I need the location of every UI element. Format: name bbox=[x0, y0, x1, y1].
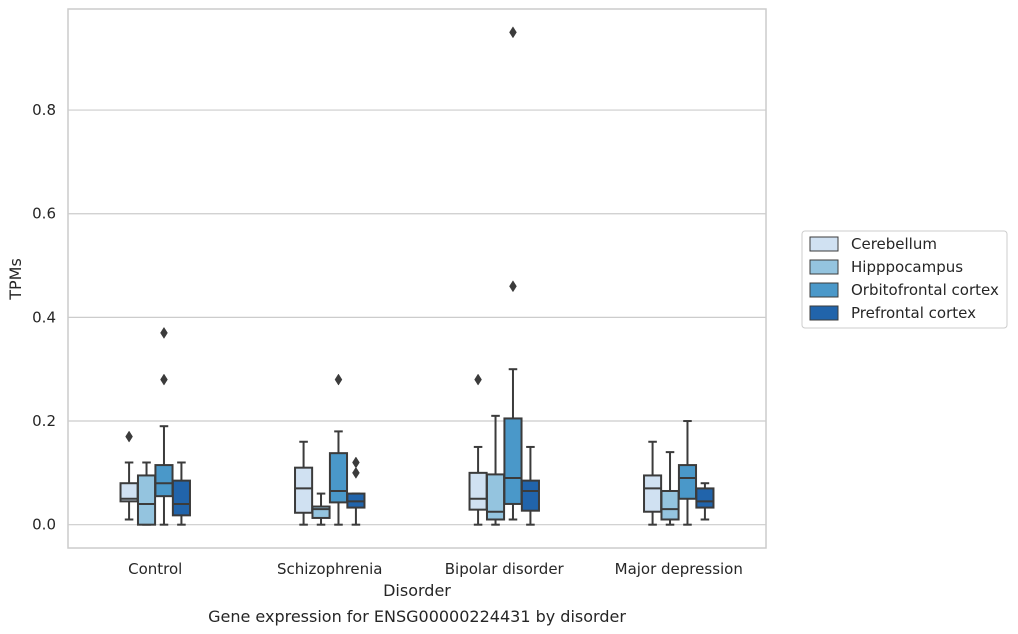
box-prefrontal-cortex bbox=[346, 456, 366, 526]
outlier-point bbox=[160, 326, 168, 339]
box-iqr bbox=[677, 464, 698, 500]
box-iqr bbox=[311, 505, 331, 519]
box-hipppocampus bbox=[485, 414, 506, 526]
box-orbitofrontal-cortex bbox=[154, 326, 174, 526]
y-axis-label: TPMs bbox=[6, 258, 25, 301]
legend-swatch bbox=[809, 282, 839, 298]
box-iqr bbox=[136, 474, 157, 526]
outlier-point bbox=[474, 373, 482, 386]
legend-swatch bbox=[809, 305, 839, 321]
outlier-point bbox=[509, 26, 517, 39]
box-orbitofrontal-cortex bbox=[503, 26, 523, 521]
box-prefrontal-cortex bbox=[695, 482, 715, 521]
box-cerebellum bbox=[468, 373, 488, 526]
legend-label: Hipppocampus bbox=[851, 258, 963, 276]
box-hipppocampus bbox=[660, 451, 680, 526]
grid-lines bbox=[68, 109, 766, 526]
legend-swatch bbox=[809, 236, 839, 252]
box-iqr bbox=[503, 417, 523, 505]
chart-caption: Gene expression for ENSG00000224431 by d… bbox=[208, 607, 626, 626]
box-iqr bbox=[468, 471, 488, 511]
outlier-point bbox=[509, 280, 517, 293]
legend-frame bbox=[801, 230, 1008, 329]
outlier-point bbox=[352, 456, 360, 469]
y-tick-label: 0.4 bbox=[32, 308, 56, 326]
x-tick-label: Bipolar disorder bbox=[445, 560, 565, 578]
x-tick-label: Major depression bbox=[615, 560, 743, 578]
y-tick-label: 0.2 bbox=[32, 412, 56, 430]
y-tick-label: 0.6 bbox=[32, 205, 56, 223]
box-hipppocampus bbox=[311, 492, 331, 526]
plot-frame bbox=[67, 8, 767, 549]
legend-label: Prefrontal cortex bbox=[851, 304, 976, 322]
outlier-point bbox=[352, 466, 360, 479]
box-prefrontal-cortex bbox=[520, 445, 540, 526]
box-orbitofrontal-cortex bbox=[677, 420, 698, 526]
y-tick-label: 0.8 bbox=[32, 101, 56, 119]
box-prefrontal-cortex bbox=[171, 461, 191, 526]
legend: Cerebellum Hipppocampus Orbitofrontal cort… bbox=[801, 230, 1008, 329]
outlier-point bbox=[160, 373, 168, 386]
legend-swatch bbox=[809, 259, 839, 275]
legend-label: Cerebellum bbox=[851, 235, 937, 253]
outlier-point bbox=[334, 373, 343, 386]
box-groups bbox=[119, 26, 715, 526]
box-iqr bbox=[660, 489, 680, 521]
legend-label: Orbitofrontal cortex bbox=[851, 281, 999, 299]
box-cerebellum bbox=[294, 440, 314, 526]
x-tick-labels: Control Schizophrenia Bipolar disorder Majo… bbox=[128, 560, 743, 578]
box-iqr bbox=[171, 479, 191, 517]
x-tick-label: Schizophrenia bbox=[277, 560, 382, 578]
y-tick-label: 0.0 bbox=[32, 516, 56, 534]
box-iqr bbox=[485, 473, 506, 521]
box-iqr bbox=[520, 479, 540, 512]
box-iqr bbox=[643, 474, 663, 513]
box-orbitofrontal-cortex bbox=[328, 373, 349, 526]
box-iqr bbox=[695, 487, 715, 509]
x-tick-label: Control bbox=[128, 560, 182, 578]
outlier-point bbox=[125, 430, 133, 443]
box-cerebellum bbox=[119, 430, 139, 521]
box-hipppocampus bbox=[136, 461, 157, 526]
box-cerebellum bbox=[643, 440, 663, 526]
box-iqr bbox=[154, 464, 174, 498]
box-iqr bbox=[294, 466, 314, 514]
box-iqr bbox=[328, 452, 349, 504]
x-axis-label: Disorder bbox=[383, 581, 451, 600]
y-tick-labels: 0.0 0.2 0.4 0.6 0.8 bbox=[32, 101, 56, 534]
